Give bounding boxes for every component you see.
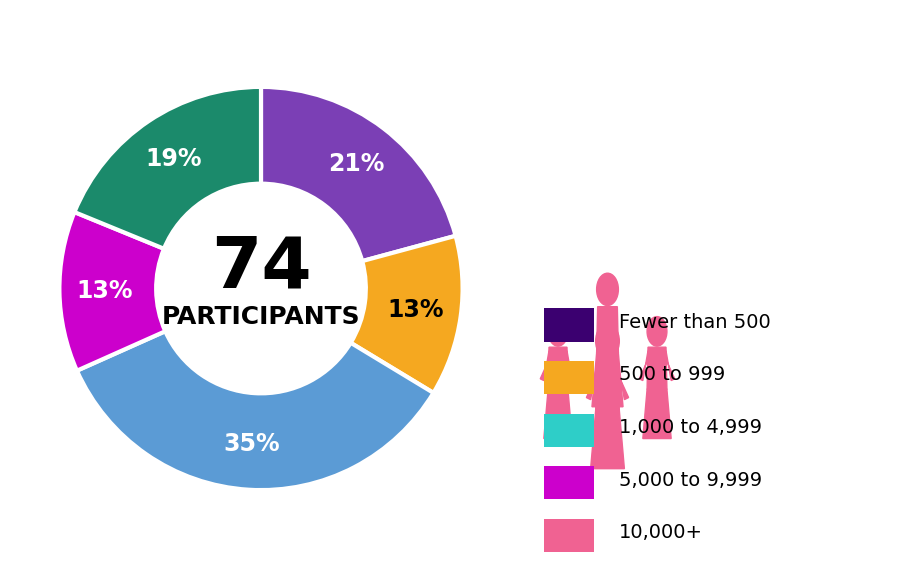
Circle shape: [597, 273, 618, 306]
Polygon shape: [643, 389, 671, 439]
Polygon shape: [592, 353, 623, 407]
Text: 500 to 999: 500 to 999: [619, 365, 725, 384]
Wedge shape: [351, 236, 463, 393]
Polygon shape: [567, 351, 576, 381]
FancyBboxPatch shape: [544, 466, 594, 500]
Text: 5,000 to 9,999: 5,000 to 9,999: [619, 471, 762, 489]
Circle shape: [596, 324, 619, 359]
Text: 10,000+: 10,000+: [619, 523, 703, 542]
Text: 74: 74: [211, 234, 311, 303]
Wedge shape: [76, 331, 434, 490]
Text: Fewer than 500: Fewer than 500: [619, 313, 771, 332]
Wedge shape: [59, 212, 166, 370]
Polygon shape: [639, 351, 648, 381]
Polygon shape: [618, 364, 628, 400]
Text: 1,000 to 4,999: 1,000 to 4,999: [619, 418, 762, 437]
FancyBboxPatch shape: [544, 414, 594, 447]
Polygon shape: [587, 364, 597, 400]
Text: PARTICIPANTS: PARTICIPANTS: [162, 305, 360, 329]
Text: 13%: 13%: [388, 298, 444, 323]
Text: 19%: 19%: [146, 147, 202, 171]
Polygon shape: [596, 360, 619, 410]
FancyBboxPatch shape: [544, 361, 594, 394]
Wedge shape: [261, 87, 455, 261]
Polygon shape: [544, 389, 572, 439]
Text: 21%: 21%: [328, 152, 384, 177]
Wedge shape: [75, 87, 261, 249]
Text: 13%: 13%: [76, 279, 133, 303]
Polygon shape: [597, 307, 618, 353]
FancyBboxPatch shape: [544, 308, 594, 342]
Polygon shape: [647, 347, 667, 389]
Polygon shape: [590, 410, 625, 469]
Polygon shape: [548, 347, 568, 389]
Polygon shape: [540, 351, 549, 381]
Text: 35%: 35%: [223, 432, 280, 456]
Polygon shape: [666, 351, 675, 381]
Circle shape: [548, 317, 568, 346]
Circle shape: [647, 317, 667, 346]
FancyBboxPatch shape: [544, 519, 594, 552]
